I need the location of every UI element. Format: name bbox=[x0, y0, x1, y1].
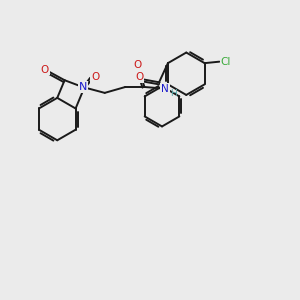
Text: O: O bbox=[135, 72, 143, 82]
Text: N: N bbox=[78, 82, 87, 92]
Text: N: N bbox=[161, 84, 169, 94]
Text: O: O bbox=[133, 60, 141, 70]
Text: O: O bbox=[41, 64, 49, 75]
Text: O: O bbox=[91, 72, 100, 82]
Text: Cl: Cl bbox=[220, 57, 231, 67]
Text: H: H bbox=[169, 89, 176, 98]
